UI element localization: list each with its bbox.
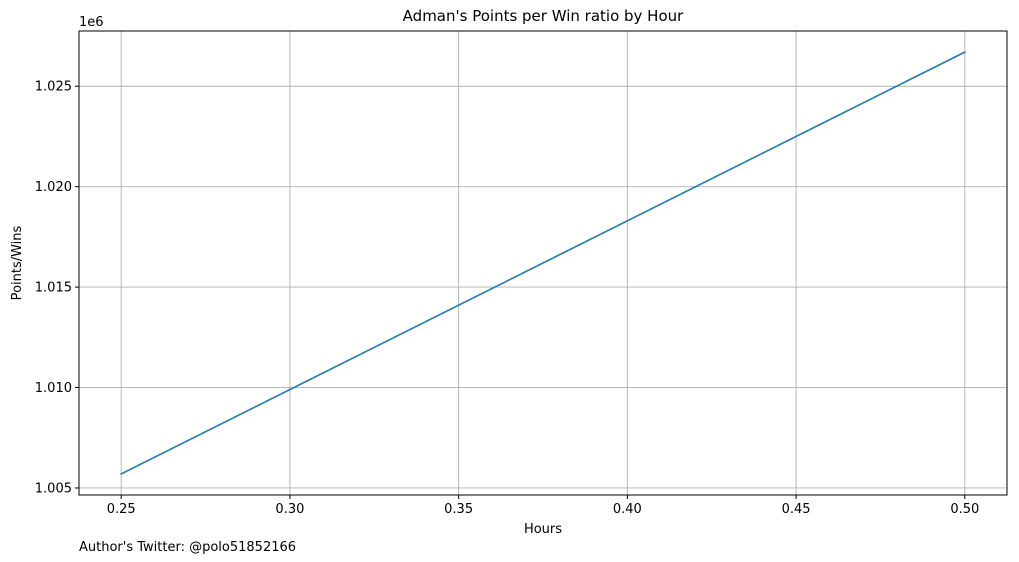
x-axis-label: Hours bbox=[524, 522, 562, 537]
plot-frame bbox=[78, 30, 1008, 496]
y-tick-label: 1.010 bbox=[35, 381, 72, 396]
y-tick-label: 1.015 bbox=[35, 281, 72, 296]
x-tick-label: 0.45 bbox=[782, 502, 811, 517]
chart-title: Adman's Points per Win ratio by Hour bbox=[403, 7, 684, 25]
x-tick-label: 0.50 bbox=[950, 502, 979, 517]
series-line bbox=[120, 51, 966, 475]
author-credit: Author's Twitter: @polo51852166 bbox=[79, 540, 296, 555]
y-tick-label: 1.005 bbox=[35, 481, 72, 496]
axis-ticks: 0.25 0.30 0.35 0.40 0.45 0.50 1.005 1.010 1.015 1… bbox=[35, 80, 980, 517]
x-tick-label: 0.30 bbox=[275, 502, 304, 517]
grid-lines bbox=[79, 31, 1007, 495]
y-axis-offset-label: 1e6 bbox=[79, 15, 104, 30]
series-layer bbox=[120, 51, 966, 475]
y-tick-label: 1.025 bbox=[35, 80, 72, 95]
x-tick-label: 0.35 bbox=[444, 502, 473, 517]
y-tick-label: 1.020 bbox=[35, 180, 72, 195]
x-tick-label: 0.40 bbox=[613, 502, 642, 517]
x-tick-label: 0.25 bbox=[107, 502, 136, 517]
y-axis-label: Points/Wins bbox=[10, 225, 25, 300]
